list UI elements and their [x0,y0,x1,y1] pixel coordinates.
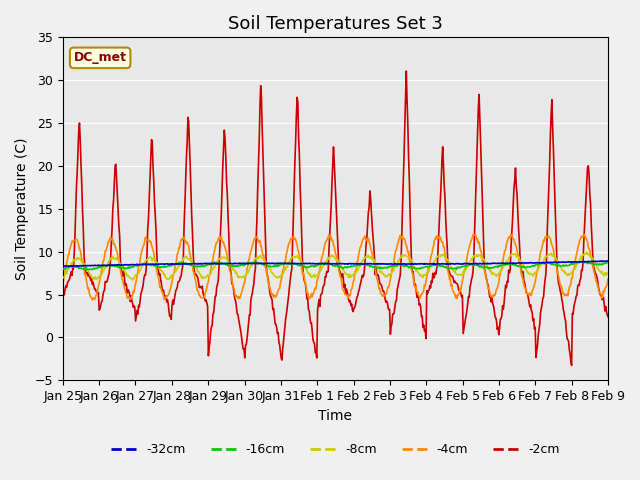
X-axis label: Time: Time [318,408,353,422]
Legend: -32cm, -16cm, -8cm, -4cm, -2cm: -32cm, -16cm, -8cm, -4cm, -2cm [106,438,564,461]
Y-axis label: Soil Temperature (C): Soil Temperature (C) [15,138,29,280]
Text: DC_met: DC_met [74,51,127,64]
Title: Soil Temperatures Set 3: Soil Temperatures Set 3 [228,15,443,33]
